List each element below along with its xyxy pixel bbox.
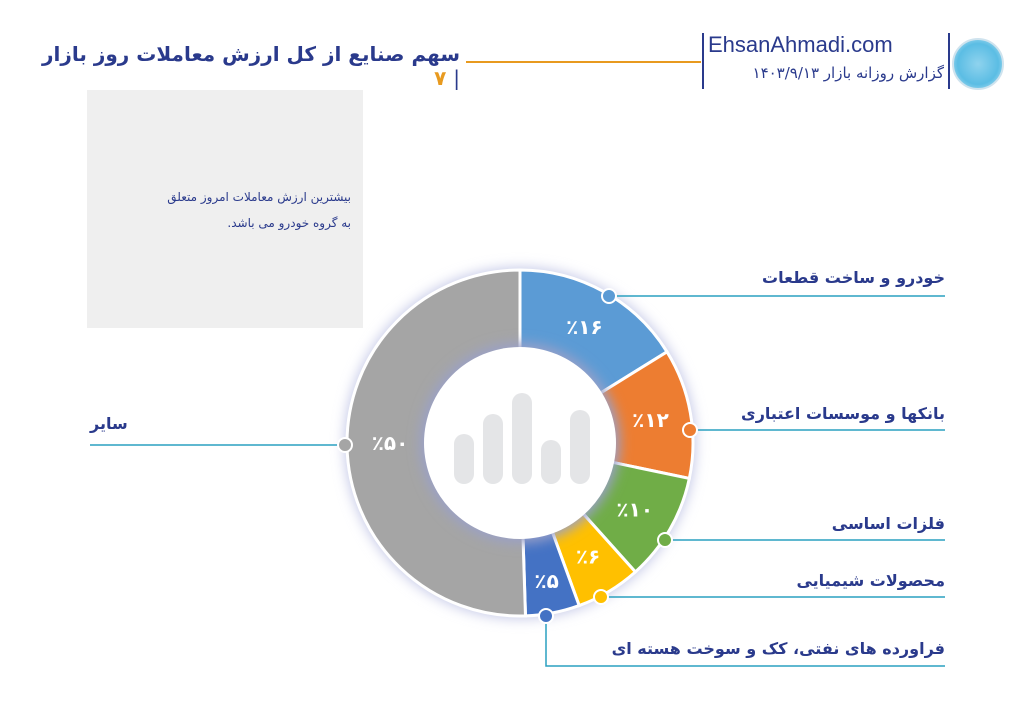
leader-dot [657,532,673,548]
page-title: سهم صنایع از کل ارزش معاملات روز بازار |… [41,42,460,90]
data-label: ٪۱۲ [632,408,669,432]
data-label: ٪۱۰ [616,497,653,521]
leader-dot [682,422,698,438]
note-line: بیشترین ارزش معاملات امروز متعلق [167,190,351,204]
page-number: ۷ [434,66,447,90]
legend-label-auto: خودرو و ساخت قطعات [762,268,945,287]
legend-label-chemicals: محصولات شیمیایی [796,571,945,590]
report-date: گزارش روزانه بازار ۱۴۰۳/۹/۱۳ [752,64,944,82]
data-label: ٪۱۶ [566,315,603,339]
note-text: بیشترین ارزش معاملات امروز متعلق به گروه … [95,184,351,236]
legend-label-metals: فلزات اساسی [831,514,945,533]
site-name: EhsanAhmadi.com [708,32,893,57]
note-box [87,90,363,328]
logo-icon [952,38,1004,90]
note-line: به گروه خودرو می باشد. [227,216,351,230]
data-label: ٪۵۰ [372,431,409,455]
title-text: سهم صنایع از کل ارزش معاملات روز بازار [41,42,460,66]
legend-label-other: سایر [90,414,128,433]
bar-chart-icon [454,393,590,484]
legend-label-banks: بانکها و موسسات اعتباری [741,404,945,423]
title-divider [466,61,701,63]
leader-line [545,616,945,667]
header-divider [702,33,704,89]
legend-label-refinery: فراورده های نفتی، کک و سوخت هسته ای [611,639,945,658]
data-label: ٪۶ [576,545,600,569]
leader-dot [601,288,617,304]
leader-dot [337,437,353,453]
data-label: ٪۵ [534,569,558,593]
logo-divider [948,33,950,89]
leader-dot [593,589,609,605]
leader-dot [538,608,554,624]
